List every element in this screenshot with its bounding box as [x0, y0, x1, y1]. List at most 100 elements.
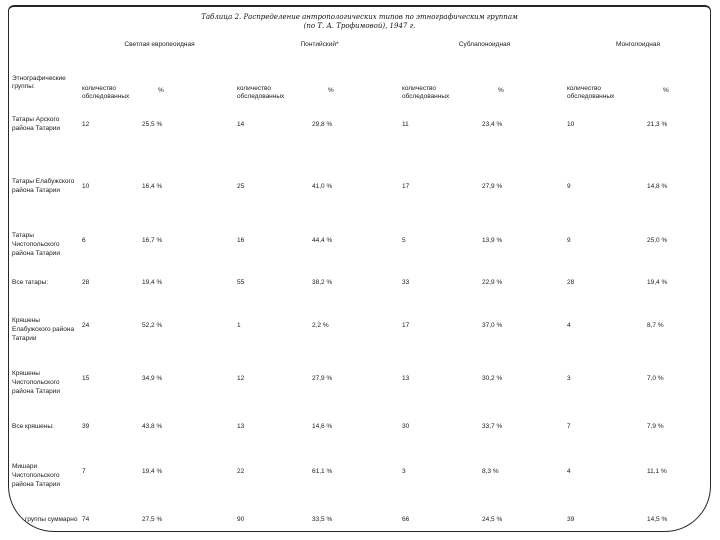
- subheader-percent-4: %: [663, 87, 669, 94]
- subheader-count-2: количество обследованных: [237, 85, 285, 100]
- cell-percent: 24,5 %: [482, 516, 503, 523]
- cell-count: 17: [402, 322, 410, 329]
- subheader-percent-2: %: [328, 87, 334, 94]
- cell-count: 3: [567, 375, 571, 382]
- cell-percent: 33,7 %: [482, 423, 503, 430]
- cell-count: 16: [237, 237, 245, 244]
- column-group-headers: Светлая европеоидная Понтийский* Сублапо…: [12, 41, 707, 63]
- row-label: Татары Чистопольского района Татарии: [12, 232, 61, 257]
- cell-percent: 43,8 %: [142, 423, 163, 430]
- table-row-grand-total: Все группы суммарно 74 27,5 % 90 33,5 % …: [12, 515, 707, 531]
- cell-count: 33: [402, 279, 410, 286]
- cell-percent: 16,7 %: [142, 237, 163, 244]
- cell-count: 9: [567, 183, 571, 190]
- cell-count: 11: [402, 121, 409, 128]
- cell-percent: 22,9 %: [482, 279, 503, 286]
- cell-count: 14: [237, 121, 245, 128]
- cell-percent: 27,5 %: [142, 516, 163, 523]
- table-title-line1: Таблица 2. Распределение антропологическ…: [201, 13, 518, 21]
- cell-count: 3: [402, 468, 406, 475]
- cell-count: 7: [567, 423, 571, 430]
- cell-percent: 14,6 %: [312, 423, 333, 430]
- group-header-mongoloid: Монголоидная: [615, 41, 661, 48]
- cell-percent: 33,5 %: [312, 516, 333, 523]
- cell-count: 22: [237, 468, 245, 475]
- cell-count: 39: [567, 516, 575, 523]
- cell-percent: 19,4 %: [647, 279, 668, 286]
- subheader-count-4: количество обследованных: [567, 85, 615, 100]
- cell-count: 13: [402, 375, 410, 382]
- row-label: Все кряшены:: [12, 423, 54, 430]
- cell-percent: 14,5 %: [647, 516, 668, 523]
- cell-percent: 61,1 %: [312, 468, 333, 475]
- cell-count: 74: [82, 516, 90, 523]
- cell-count: 28: [82, 279, 90, 286]
- cell-count: 55: [237, 279, 245, 286]
- cell-percent: 2,2 %: [312, 322, 329, 329]
- table-row: Татары Елабужского района Татарии 10 16,…: [12, 177, 707, 231]
- cell-percent: 34,9 %: [142, 375, 163, 382]
- cell-percent: 7,0 %: [647, 375, 664, 382]
- cell-percent: 7,9 %: [647, 423, 664, 430]
- group-header-pontic: Понтийский*: [300, 41, 339, 48]
- cell-count: 30: [402, 423, 410, 430]
- cell-count: 5: [402, 237, 406, 244]
- cell-count: 24: [82, 322, 90, 329]
- table-row: Мишари Чистопольского района Татарии 7 1…: [12, 462, 707, 515]
- cell-percent: 25,0 %: [647, 237, 668, 244]
- cell-count: 1: [237, 322, 241, 329]
- cell-percent: 21,3 %: [647, 121, 668, 128]
- subheader-count-1: количество обследованных: [82, 85, 130, 100]
- subheader-count-3: количество обследованных: [402, 85, 450, 100]
- cell-count: 4: [567, 468, 571, 475]
- cell-percent: 29,8 %: [312, 121, 333, 128]
- table-title-line2: (по Т. А. Трофимовой), 1947 г.: [303, 22, 416, 30]
- row-label: Татары Елабужского района Татарии: [12, 178, 75, 194]
- cell-count: 9: [567, 237, 571, 244]
- cell-percent: 37,0 %: [482, 322, 503, 329]
- cell-percent: 16,4 %: [142, 183, 163, 190]
- subheader-percent-1: %: [158, 87, 164, 94]
- cell-percent: 19,4 %: [142, 279, 163, 286]
- group-header-sublaponoid: Сублапоноидная: [458, 41, 511, 48]
- cell-percent: 19,4 %: [142, 468, 163, 475]
- cell-percent: 52,2 %: [142, 322, 163, 329]
- cell-count: 4: [567, 322, 571, 329]
- table-row: Татары Чистопольского района Татарии 6 1…: [12, 231, 707, 278]
- table-row-total-tatars: Все татары: 28 19,4 % 55 38,2 % 33 22,9 …: [12, 278, 707, 316]
- cell-count: 90: [237, 516, 245, 523]
- cell-percent: 27,9 %: [482, 183, 503, 190]
- cell-count: 39: [82, 423, 90, 430]
- cell-percent: 14,8 %: [647, 183, 668, 190]
- table-title: Таблица 2. Распределение антропологическ…: [12, 13, 707, 31]
- cell-count: 17: [402, 183, 410, 190]
- cell-percent: 13,9 %: [482, 237, 503, 244]
- table-row-total-kryashens: Все кряшены: 39 43,8 % 13 14,6 % 30 33,7…: [12, 422, 707, 462]
- cell-count: 28: [567, 279, 575, 286]
- row-header-label: Этнографические группы:: [12, 75, 66, 90]
- row-label: Все татары:: [12, 279, 48, 286]
- slide-card: Таблица 2. Распределение антропологическ…: [8, 5, 711, 532]
- cell-percent: 41,0 %: [312, 183, 333, 190]
- cell-percent: 27,9 %: [312, 375, 333, 382]
- row-label: Татары Арского района Татарии: [12, 116, 61, 132]
- cell-percent: 44,4 %: [312, 237, 333, 244]
- subheader-percent-3: %: [498, 87, 504, 94]
- cell-count: 10: [567, 121, 575, 128]
- row-label: Кряшены Елабужского района Татарии: [12, 317, 75, 342]
- cell-count: 25: [237, 183, 245, 190]
- cell-count: 66: [402, 516, 410, 523]
- cell-percent: 11,1 %: [647, 468, 667, 475]
- cell-percent: 23,4 %: [482, 121, 503, 128]
- cell-count: 6: [82, 237, 86, 244]
- cell-count: 10: [82, 183, 90, 190]
- cell-count: 7: [82, 468, 86, 475]
- cell-count: 12: [237, 375, 245, 382]
- cell-percent: 38,2 %: [312, 279, 333, 286]
- column-subheaders: Этнографические группы: количество обсле…: [12, 63, 707, 115]
- table-row: Татары Арского района Татарии 12 25,5 % …: [12, 115, 707, 177]
- table-row: Кряшены Елабужского района Татарии 24 52…: [12, 316, 707, 369]
- row-label: Все группы суммарно: [12, 516, 78, 523]
- table-row: Кряшены Чистопольского района Татарии 15…: [12, 369, 707, 422]
- cell-count: 15: [82, 375, 90, 382]
